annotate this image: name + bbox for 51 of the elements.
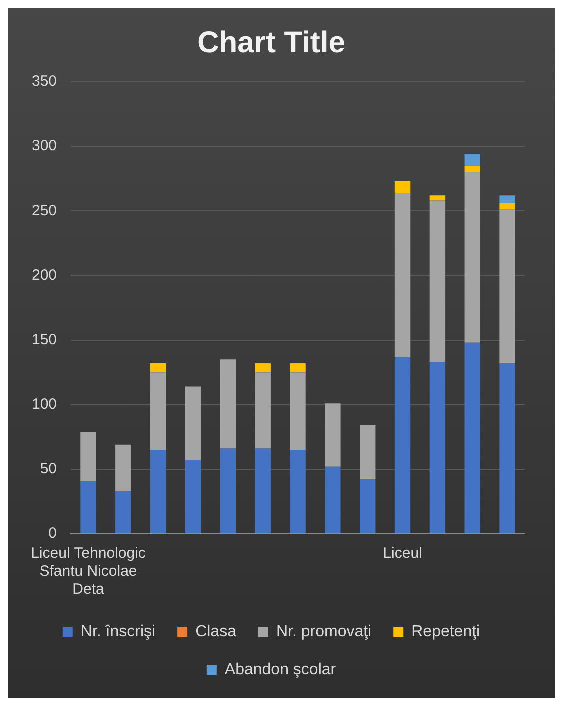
bar [464, 166, 480, 172]
bar [430, 362, 446, 534]
bar [220, 360, 236, 449]
y-tick-label: 200 [32, 266, 58, 284]
bar [116, 491, 132, 534]
y-tick-label: 100 [32, 396, 58, 413]
bar [500, 196, 516, 204]
bar [394, 193, 411, 358]
bar [290, 372, 306, 450]
y-tick-label: 0 [48, 525, 58, 542]
legend-label: Nr. promovaţi [276, 623, 372, 640]
bar [500, 210, 516, 364]
bar [394, 357, 411, 534]
bar [150, 372, 166, 450]
chart-title: Chart Title [198, 26, 346, 60]
bar [80, 432, 96, 482]
bar [325, 466, 341, 534]
bar [464, 172, 480, 343]
bar [394, 181, 411, 194]
bar [220, 448, 236, 534]
bar [430, 200, 446, 362]
x-tick-label: Liceul [383, 545, 422, 562]
legend-label: Repetenţi [412, 623, 480, 640]
bar [185, 386, 202, 460]
y-tick-label: 250 [32, 202, 58, 220]
bar [290, 450, 306, 534]
bar [290, 364, 306, 373]
bar [464, 342, 480, 534]
bar [185, 460, 202, 534]
bar [500, 364, 516, 534]
bar [255, 364, 271, 373]
y-tick-label: 150 [32, 331, 58, 348]
bar [360, 480, 376, 534]
bar [255, 372, 271, 449]
y-tick-label: 350 [32, 73, 58, 90]
bar [80, 481, 96, 534]
legend-label: Nr. înscrişi [80, 623, 156, 640]
y-tick-label: 50 [40, 460, 58, 478]
legend-label: Abandon şcolar [224, 661, 337, 678]
bar [116, 444, 132, 492]
y-tick-label: 300 [32, 138, 58, 155]
bar [500, 203, 516, 210]
legend-label: Clasa [196, 623, 237, 640]
x-tick-label: Liceul Tehnologic Sfantu Nicolae Deta [31, 545, 146, 598]
bar [325, 404, 341, 467]
bar [150, 364, 166, 373]
bar [430, 196, 446, 201]
bar [360, 426, 376, 480]
bar [464, 154, 480, 166]
bar [255, 448, 271, 534]
bar [150, 450, 166, 534]
